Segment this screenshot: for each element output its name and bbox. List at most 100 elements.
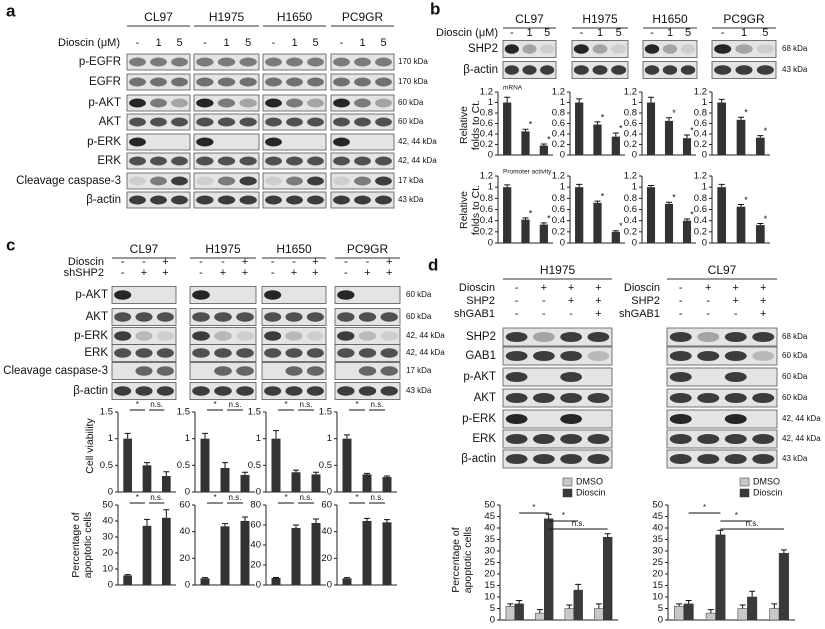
size-label: 43 kDa — [398, 195, 424, 204]
lane-label: - — [199, 267, 203, 279]
significance-label: * — [672, 108, 676, 118]
error-bar — [576, 183, 583, 188]
lane-label: 5 — [616, 27, 622, 39]
band — [560, 433, 583, 445]
bar — [291, 528, 301, 585]
lane-label: 1 — [291, 37, 297, 49]
size-label: 43 kDa — [406, 386, 432, 395]
protein-label: Cleavage caspase-3 — [16, 175, 121, 187]
band — [724, 331, 747, 343]
band — [196, 195, 214, 205]
protein-label: SHP2 — [468, 43, 498, 55]
band — [560, 331, 583, 343]
band — [156, 348, 174, 358]
axis-title: Relative folds to Ct. — [458, 184, 482, 236]
y-tick-label: 1.2 — [480, 171, 493, 182]
error-bar — [504, 96, 511, 103]
bar — [611, 231, 620, 243]
y-tick-label: 0.6 — [480, 204, 493, 215]
y-tick-label: 0.2 — [552, 226, 565, 237]
band — [532, 392, 555, 404]
band — [307, 176, 324, 186]
bar — [311, 523, 321, 585]
band — [532, 350, 555, 362]
band — [380, 366, 398, 376]
bar — [755, 137, 765, 155]
error-bar — [144, 518, 150, 526]
bar — [717, 102, 727, 155]
band — [114, 348, 132, 358]
protein-label: AKT — [86, 311, 108, 323]
size-label: 17 kDa — [406, 366, 432, 375]
band — [752, 350, 775, 362]
band — [285, 312, 303, 322]
bar — [539, 224, 548, 243]
significance-label: * — [690, 125, 694, 135]
band — [669, 392, 692, 404]
bar — [514, 603, 524, 621]
y-tick-label: 0.2 — [480, 139, 493, 150]
bar — [778, 553, 789, 621]
bar — [575, 187, 584, 243]
bar — [593, 124, 602, 155]
blot — [502, 367, 613, 387]
axis-title: Relative folds to Ct. — [458, 99, 482, 151]
bar — [535, 612, 545, 621]
significance-label: n.s. — [371, 400, 384, 409]
protein-label: GAB1 — [465, 350, 496, 362]
lane-label: + — [291, 267, 297, 279]
error-bar — [364, 472, 370, 475]
protein-label: p-ERK — [87, 136, 121, 148]
band — [522, 65, 537, 75]
bar — [503, 102, 512, 155]
band — [337, 348, 355, 358]
error-bar — [202, 577, 208, 579]
band — [171, 195, 188, 205]
band — [380, 386, 398, 396]
band — [217, 195, 236, 205]
band — [644, 44, 660, 54]
band — [735, 65, 753, 75]
band — [307, 77, 324, 87]
lane-label: - — [199, 256, 203, 268]
band — [697, 392, 720, 404]
lane-label: - — [510, 27, 514, 39]
significance-label: * — [355, 493, 358, 502]
y-tick-label: 15 — [484, 580, 495, 591]
band — [337, 290, 355, 300]
band — [669, 453, 692, 465]
band — [354, 195, 371, 205]
lane-label: + — [760, 308, 766, 320]
y-tick-label: 1 — [632, 97, 637, 108]
band — [333, 137, 350, 147]
y-tick-label: 25 — [484, 557, 495, 568]
lane-label: + — [364, 267, 370, 279]
band — [504, 65, 519, 75]
size-label: 170 kDa — [398, 57, 428, 66]
band — [354, 117, 371, 127]
bar — [311, 474, 321, 492]
y-tick-label: 0 — [488, 150, 493, 161]
lane-label: - — [221, 256, 225, 268]
band — [171, 77, 188, 87]
y-tick-label: 45 — [652, 511, 663, 522]
band — [217, 176, 236, 186]
y-tick-label: 25 — [652, 557, 663, 568]
blot — [502, 327, 613, 347]
y-tick-label: 0 — [560, 238, 565, 249]
band — [358, 348, 377, 358]
lane-label: 1 — [597, 27, 603, 39]
blot — [262, 133, 327, 151]
band — [505, 331, 528, 343]
error-bar — [738, 203, 744, 207]
band — [358, 312, 377, 322]
error-bar — [242, 471, 248, 475]
band — [505, 392, 528, 404]
significance-label: * — [601, 112, 605, 122]
blot — [261, 286, 327, 304]
band — [375, 57, 392, 67]
band — [214, 312, 232, 322]
band — [196, 57, 214, 67]
blot — [193, 133, 260, 151]
lane-label: + — [386, 256, 392, 268]
